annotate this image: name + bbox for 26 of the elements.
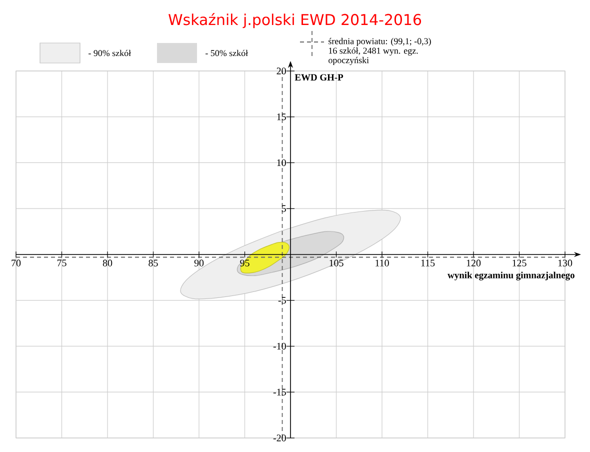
x-tick-label: 70 [12, 260, 21, 266]
x-tick-label: 125 [512, 260, 526, 266]
y-tick-label: -20 [273, 434, 286, 442]
y-tick-label: -10 [273, 342, 286, 350]
x-tick-label: 85 [148, 260, 158, 266]
text: 16 szkół, 2481 wyn. egz. [328, 47, 418, 56]
x-tick-label: 80 [102, 260, 112, 266]
x-tick-label: 75 [57, 260, 66, 266]
y-tick-label: -5 [278, 297, 286, 304]
x-tick-label: 105 [330, 260, 344, 266]
legend-label: - 50% szkół [206, 50, 248, 56]
x-tick-label: 130 [558, 260, 572, 266]
x-tick-label: 120 [466, 260, 481, 266]
y-axis-title: EWD GH-P [294, 74, 344, 81]
chart-title: Wskaźnik j.polski EWD 2014-2016 [168, 12, 422, 28]
legend-label: - 90% szkół [88, 50, 131, 56]
text: opoczyński [328, 56, 369, 66]
y-tick-label: -15 [273, 388, 286, 396]
legend-label: średnia powiatu: (99,1; -0,3) [328, 38, 431, 46]
x-tick-label: 115 [421, 260, 435, 266]
y-tick-label: 5 [282, 205, 286, 212]
x-axis-title: wynik egzaminu gimnazjalnego [448, 272, 574, 280]
x-tick-label: 110 [376, 260, 389, 266]
y-tick-label: 20 [276, 68, 286, 74]
y-tick-label: 15 [277, 114, 286, 120]
x-tick-label: 90 [194, 260, 204, 266]
